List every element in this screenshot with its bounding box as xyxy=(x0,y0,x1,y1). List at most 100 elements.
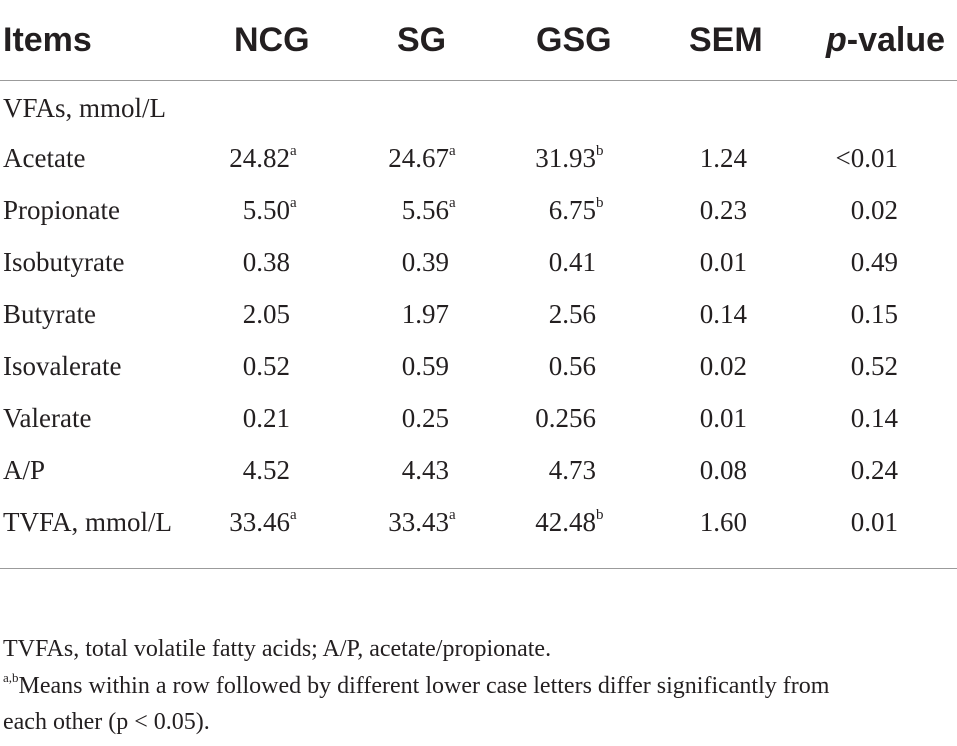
cell-p-value: 0.15 xyxy=(850,299,898,329)
table-row: Butyrate 2.05 1.97 2.56 0.14 0.15 xyxy=(0,289,957,341)
footnote-significance-cont: each other (p < 0.05). xyxy=(3,709,210,735)
row-item-label: Propionate xyxy=(3,195,120,225)
cell-sg-value: 1.97 xyxy=(401,299,449,329)
cell-p: 0.02 xyxy=(851,193,898,227)
cell-gsg: 42.48b xyxy=(535,507,604,537)
cell-gsg-value: 31.93 xyxy=(535,143,596,173)
cell-sem-value: 0.01 xyxy=(699,403,747,433)
cell-gsg-value: 42.48 xyxy=(535,507,596,537)
cell-sg-value: 0.59 xyxy=(401,351,449,381)
section-label: VFAs, mmol/L xyxy=(3,93,167,123)
cell-sg-value: 5.56 xyxy=(401,195,449,225)
cell-gsg: 31.93b xyxy=(535,143,604,173)
cell-sg-value: 4.43 xyxy=(401,455,449,485)
cell-ncg: 0.38 xyxy=(243,245,300,279)
cell-gsg: 4.73 xyxy=(549,453,606,487)
footnote-sig-text: Means within a row followed by different… xyxy=(18,673,830,699)
header-ncg: NCG xyxy=(234,21,310,59)
footnote-sig-superscript: a,b xyxy=(3,670,19,685)
row-item-label: Isovalerate xyxy=(3,351,122,381)
cell-sg: 4.43 xyxy=(402,453,459,487)
cell-sem-value: 0.08 xyxy=(699,455,747,485)
cell-ncg: 4.52 xyxy=(243,453,300,487)
footnote-abbreviations: TVFAs, total volatile fatty acids; A/P, … xyxy=(3,636,552,662)
cell-gsg-value: 6.75 xyxy=(548,195,596,225)
footnote-significance: a,bMeans within a row followed by differ… xyxy=(3,670,829,703)
cell-sem-value: 0.01 xyxy=(699,247,747,277)
table-row: A/P 4.52 4.43 4.73 0.08 0.24 xyxy=(0,445,957,497)
cell-p: <0.01 xyxy=(836,141,898,175)
cell-p-value: 0.49 xyxy=(850,247,898,277)
cell-ncg: 24.82a xyxy=(229,143,297,173)
cell-gsg-value: 2.56 xyxy=(548,299,596,329)
row-item-label: Acetate xyxy=(3,143,86,173)
cell-p-value: <0.01 xyxy=(835,143,898,173)
table-row: Isobutyrate 0.38 0.39 0.41 0.01 0.49 xyxy=(0,237,957,289)
cell-p: 0.49 xyxy=(851,245,898,279)
cell-gsg-value: 0.256 xyxy=(535,403,596,433)
table-row: Propionate 5.50a 5.56a 6.75b 0.23 0.02 xyxy=(0,185,957,237)
cell-gsg: 0.41 xyxy=(549,245,606,279)
cell-sg-value: 0.25 xyxy=(401,403,449,433)
cell-sem-value: 0.14 xyxy=(699,299,747,329)
cell-sem-value: 0.02 xyxy=(699,351,747,381)
cell-ncg: 33.46a xyxy=(229,507,297,537)
cell-sg: 33.43a xyxy=(388,507,456,537)
cell-sem-value: 1.60 xyxy=(699,507,747,537)
cell-sg: 0.59 xyxy=(402,349,459,383)
cell-ncg: 0.52 xyxy=(243,349,300,383)
cell-sg: 0.25 xyxy=(402,401,459,435)
cell-ncg: 2.05 xyxy=(243,297,300,331)
table-row: Acetate 24.82a 24.67a 31.93b 1.24 <0.01 xyxy=(0,133,957,185)
cell-sem: 0.01 xyxy=(700,245,747,279)
cell-ncg-value: 0.21 xyxy=(242,403,290,433)
cell-gsg: 0.56 xyxy=(549,349,606,383)
row-item-label: Isobutyrate xyxy=(3,247,125,277)
cell-sem: 0.08 xyxy=(700,453,747,487)
cell-sem-value: 1.24 xyxy=(699,143,747,173)
cell-sem: 1.24 xyxy=(700,141,747,175)
cell-sg: 5.56a xyxy=(401,195,456,225)
cell-ncg-value: 2.05 xyxy=(242,299,290,329)
cell-ncg-value: 4.52 xyxy=(242,455,290,485)
cell-p: 0.52 xyxy=(851,349,898,383)
row-item-label: Valerate xyxy=(3,403,92,433)
row-item-label: Butyrate xyxy=(3,299,96,329)
header-items: Items xyxy=(3,21,92,59)
header-sg: SG xyxy=(397,21,447,59)
cell-p: 0.14 xyxy=(851,401,898,435)
cell-sem: 0.02 xyxy=(700,349,747,383)
cell-gsg-value: 0.56 xyxy=(548,351,596,381)
cell-sem: 0.14 xyxy=(700,297,747,331)
cell-ncg: 0.21 xyxy=(243,401,300,435)
header-p-value: p-value xyxy=(826,20,945,60)
cell-p: 0.01 xyxy=(851,505,898,539)
cell-ncg-value: 0.38 xyxy=(242,247,290,277)
cell-gsg: 2.56 xyxy=(549,297,606,331)
row-item-label: A/P xyxy=(3,455,46,485)
cell-sg-value: 0.39 xyxy=(401,247,449,277)
cell-p-value: 0.02 xyxy=(850,195,898,225)
cell-sg: 0.39 xyxy=(402,245,459,279)
cell-p-value: 0.52 xyxy=(850,351,898,381)
cell-gsg-value: 4.73 xyxy=(548,455,596,485)
cell-sg-value: 24.67 xyxy=(388,143,449,173)
cell-sg-value: 33.43 xyxy=(388,507,449,537)
header-gsg: GSG xyxy=(536,21,612,59)
cell-p: 0.15 xyxy=(851,297,898,331)
cell-ncg: 5.50a xyxy=(242,195,297,225)
table-header: Items NCG SG GSG SEM p-value xyxy=(0,0,957,81)
cell-p-value: 0.01 xyxy=(850,507,898,537)
header-p-italic: p xyxy=(826,21,847,59)
cell-sg: 1.97 xyxy=(402,297,459,331)
cell-sem-value: 0.23 xyxy=(699,195,747,225)
header-sem: SEM xyxy=(689,21,763,59)
cell-sg: 24.67a xyxy=(388,143,456,173)
cell-p: 0.24 xyxy=(851,453,898,487)
row-item-label: TVFA, mmol/L xyxy=(3,507,173,537)
table-row: Valerate 0.21 0.25 0.256 0.01 0.14 xyxy=(0,393,957,445)
cell-p-value: 0.14 xyxy=(850,403,898,433)
cell-sem: 0.01 xyxy=(700,401,747,435)
section-row: VFAs, mmol/L xyxy=(0,83,957,135)
table-bottom-rule xyxy=(0,568,957,569)
